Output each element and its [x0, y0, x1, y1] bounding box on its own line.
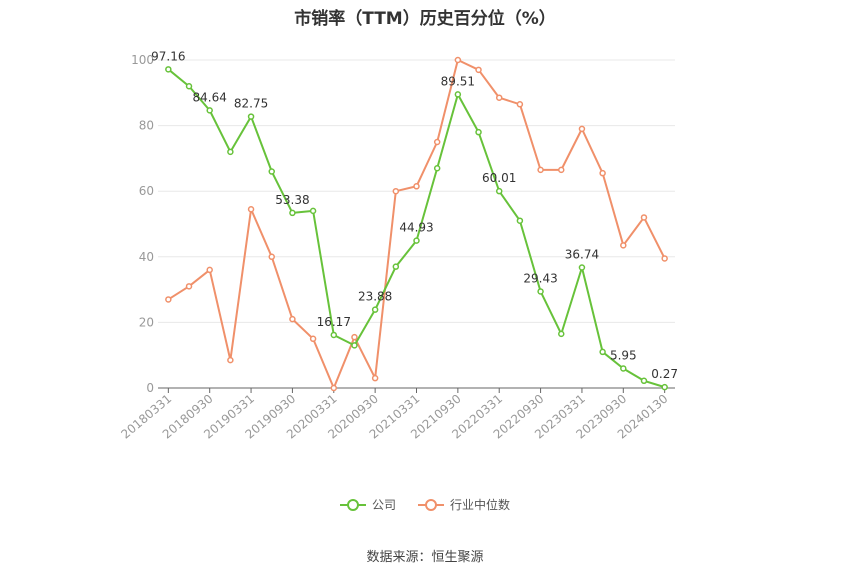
- data-label: 23.88: [358, 290, 392, 304]
- data-point-company: [330, 331, 338, 339]
- data-label: 16.17: [317, 315, 351, 329]
- legend-industry-label: 行业中位数: [450, 498, 511, 512]
- data-point-industry: [309, 335, 317, 343]
- data-point-industry: [289, 315, 296, 323]
- data-label: 84.64: [193, 90, 227, 104]
- data-point-industry: [206, 266, 213, 274]
- legend-item-industry[interactable]: 行业中位数: [418, 496, 510, 513]
- data-point-company: [661, 383, 668, 391]
- y-tick-label: 80: [139, 119, 154, 133]
- data-point-company: [227, 148, 234, 156]
- y-tick-label: 0: [146, 381, 154, 395]
- data-point-company: [433, 164, 441, 172]
- legend-industry-marker-icon: [418, 498, 444, 512]
- legend: 公司 行业中位数: [0, 496, 850, 513]
- data-point-company: [351, 342, 358, 349]
- data-point-industry: [413, 183, 420, 190]
- data-point-industry: [495, 94, 503, 101]
- data-point-industry: [516, 101, 524, 108]
- y-tick-label: 40: [139, 250, 154, 264]
- data-point-company: [537, 288, 544, 295]
- data-point-industry: [371, 374, 379, 382]
- data-point-company: [289, 209, 296, 217]
- legend-company-marker-icon: [339, 498, 366, 512]
- data-point-company: [516, 217, 524, 224]
- data-point-company: [475, 128, 482, 136]
- data-point-company: [165, 66, 172, 73]
- data-point-industry: [558, 166, 565, 174]
- data-point-industry: [475, 66, 482, 74]
- legend-company-label: 公司: [371, 498, 396, 512]
- y-tick-label: 100: [131, 53, 154, 67]
- data-point-industry: [165, 296, 172, 303]
- data-point-company: [558, 330, 565, 338]
- data-point-industry: [185, 283, 193, 290]
- data-point-industry: [268, 253, 275, 261]
- data-label: 60.01: [482, 171, 516, 185]
- y-tick-label: 60: [139, 184, 154, 198]
- data-label: 5.95: [610, 348, 637, 362]
- data-point-industry: [578, 125, 586, 133]
- data-label: 53.38: [275, 193, 309, 207]
- data-point-company: [309, 207, 317, 215]
- data-source: 数据来源：恒生聚源: [366, 550, 484, 565]
- data-point-company: [620, 365, 627, 372]
- data-point-industry: [454, 56, 462, 64]
- data-point-company: [268, 168, 275, 175]
- data-point-industry: [392, 187, 400, 195]
- data-point-industry: [330, 384, 338, 392]
- data-point-company: [578, 264, 586, 271]
- data-point-company: [495, 187, 503, 195]
- data-point-industry: [599, 169, 606, 177]
- data-point-industry: [640, 214, 648, 221]
- data-point-company: [247, 113, 255, 120]
- data-point-industry: [537, 166, 544, 174]
- data-labels: 97.16 84.64 82.75 53.38 16.17 23.88 44.93 89.51…: [151, 49, 678, 381]
- data-point-industry: [433, 138, 441, 146]
- data-label: 29.43: [523, 271, 557, 285]
- data-label: 44.93: [399, 221, 433, 235]
- data-point-company: [206, 107, 213, 114]
- data-label: 36.74: [565, 247, 599, 261]
- data-point-company: [454, 91, 462, 98]
- data-label: 89.51: [441, 74, 475, 88]
- series-lines: [165, 56, 668, 392]
- data-point-company: [392, 263, 400, 270]
- data-point-company: [599, 348, 606, 356]
- legend-item-company[interactable]: 公司: [339, 496, 396, 513]
- data-label: 0.27: [651, 367, 678, 381]
- data-label: 97.16: [151, 49, 185, 63]
- data-point-company: [185, 82, 193, 90]
- data-point-industry: [620, 242, 627, 249]
- y-tick-label: 20: [139, 315, 154, 329]
- data-point-industry: [351, 333, 358, 341]
- data-label: 82.75: [234, 97, 268, 111]
- data-point-industry: [227, 356, 234, 364]
- data-point-industry: [247, 205, 255, 213]
- data-point-company: [371, 306, 379, 313]
- gridlines: [158, 59, 675, 323]
- data-point-company: [413, 237, 420, 244]
- data-point-company: [640, 377, 648, 385]
- data-point-industry: [661, 255, 668, 262]
- chart-title: 市销率（TTM）历史百分位（%）: [294, 9, 556, 29]
